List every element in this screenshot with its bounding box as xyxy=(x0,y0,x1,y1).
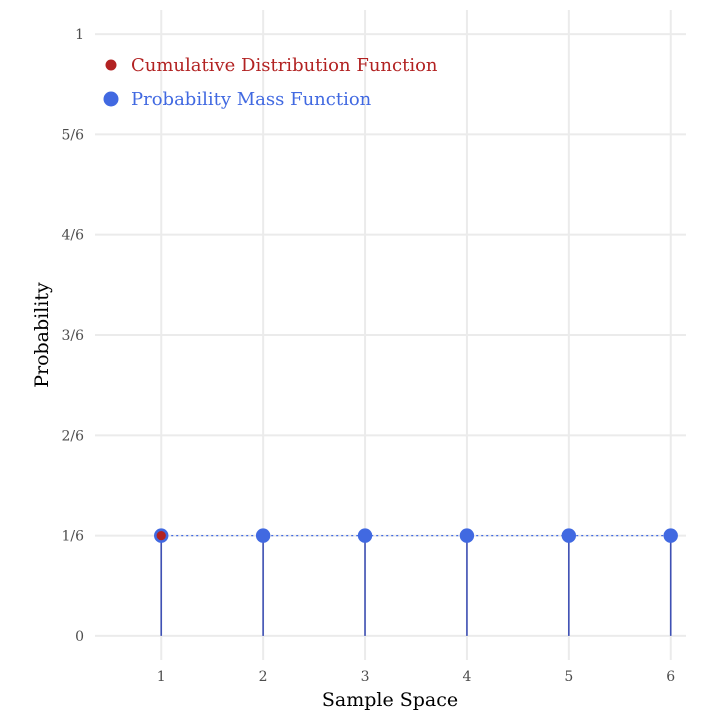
grid-layer xyxy=(95,10,686,660)
pmf-point xyxy=(357,528,373,543)
y-axis-title: Probability xyxy=(31,282,53,388)
y-tick-label: 2/6 xyxy=(61,428,84,444)
y-tick-label: 5/6 xyxy=(61,127,84,143)
x-tick-label: 4 xyxy=(462,669,471,685)
x-tick-label: 3 xyxy=(361,669,370,685)
x-tick-label: 6 xyxy=(666,669,675,685)
x-tick-label: 1 xyxy=(157,669,166,685)
x-axis-title: Sample Space xyxy=(322,689,458,711)
legend-label: Cumulative Distribution Function xyxy=(131,55,438,76)
pmf-point xyxy=(459,528,475,543)
y-tick-label: 1/6 xyxy=(61,529,84,545)
legend-key xyxy=(105,59,117,71)
legend: Cumulative Distribution Function Probabil… xyxy=(103,55,438,110)
legend-label: Probability Mass Function xyxy=(131,89,372,110)
pmf-point xyxy=(561,528,577,543)
x-tick-label: 5 xyxy=(564,669,573,685)
y-tick-label: 4/6 xyxy=(61,228,84,244)
cdf-point xyxy=(156,530,166,541)
y-tick-label: 1 xyxy=(75,27,84,43)
pmf-point xyxy=(663,528,678,543)
x-tick-label: 2 xyxy=(259,669,268,685)
pmf-point xyxy=(255,528,271,543)
points-layer xyxy=(154,528,678,543)
legend-key xyxy=(103,91,119,107)
ticks-layer: 1 2 3 4 5 6 0 1/6 2/6 3/6 4/6 5/6 1 xyxy=(61,27,675,685)
y-tick-label: 0 xyxy=(75,629,84,645)
stems-layer xyxy=(160,534,672,636)
y-tick-label: 3/6 xyxy=(61,328,84,344)
